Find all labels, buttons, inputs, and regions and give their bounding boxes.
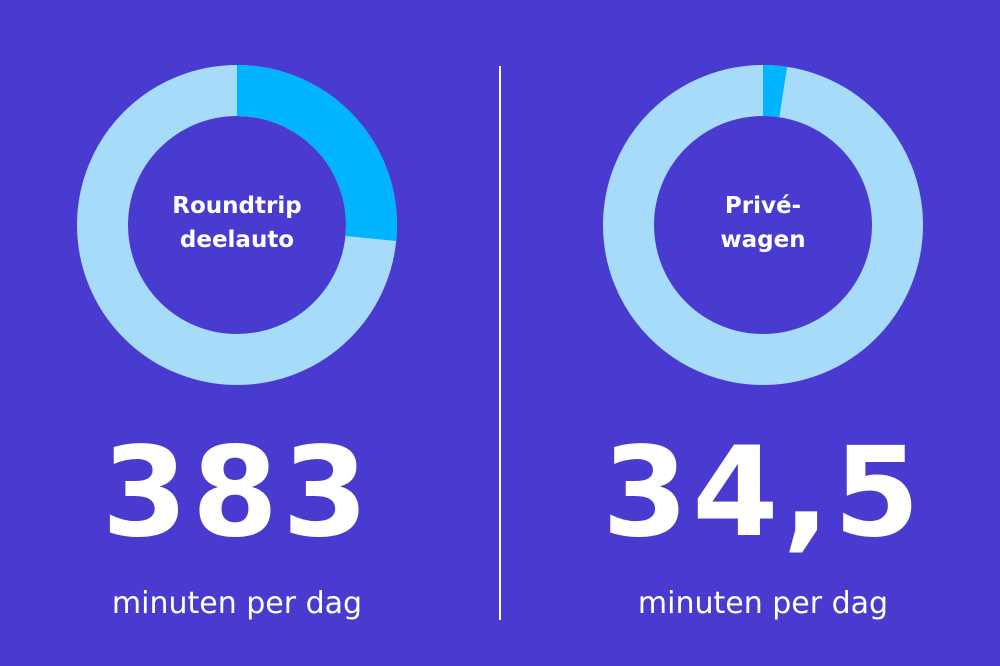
donut-chart-privewagen [603,65,923,385]
label-line: deelauto [179,227,295,253]
donut-chart-roundtrip [77,65,397,385]
label-line: wagen [720,227,806,253]
donut-center-label: Privé- wagen [643,189,883,257]
stat-value: 34,5 [602,421,924,565]
donut-slice-highlight [237,65,397,242]
vertical-divider [499,66,501,620]
stat-unit: minuten per dag [111,586,363,621]
stat-value: 383 [101,421,373,565]
stat-unit: minuten per dag [637,586,889,621]
label-line: Privé- [724,193,802,219]
label-line: Roundtrip [172,193,302,219]
donut-slice-highlight [763,65,788,118]
donut-center-label: Roundtrip deelauto [117,189,357,257]
